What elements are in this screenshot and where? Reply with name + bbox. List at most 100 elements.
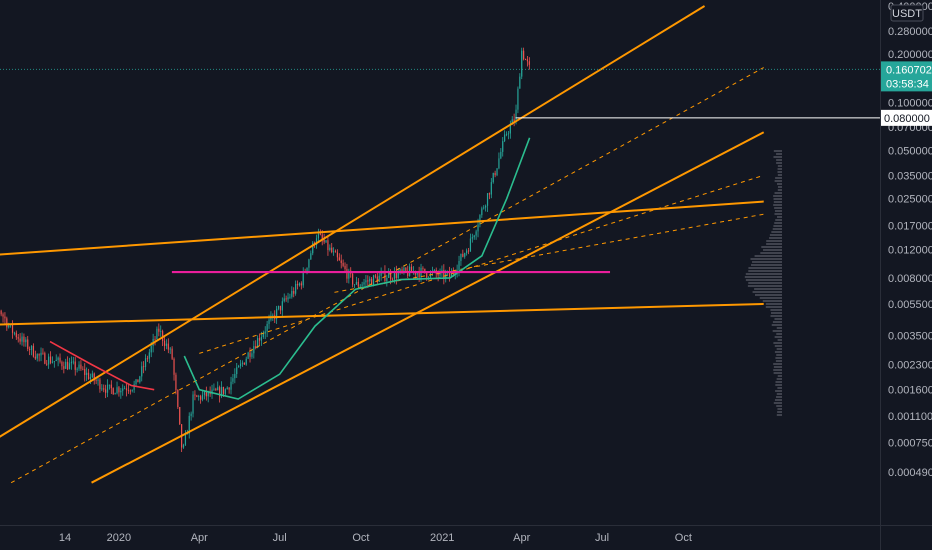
- volume-profile-bar: [745, 279, 782, 281]
- volume-profile-bar: [776, 393, 782, 395]
- candle: [13, 331, 16, 336]
- trendline[interactable]: [91, 131, 765, 484]
- candle: [374, 274, 377, 279]
- candle: [505, 131, 508, 137]
- volume-profile-bar: [771, 231, 782, 233]
- candle: [327, 235, 329, 256]
- volume-profile-bar: [772, 330, 782, 332]
- volume-profile-bar: [775, 177, 782, 179]
- candle: [173, 357, 175, 381]
- plot-area[interactable]: [0, 5, 880, 484]
- price-tick-label: 0.001100: [888, 411, 932, 423]
- candle: [182, 443, 185, 449]
- candle: [167, 338, 169, 354]
- moving-average-line: [183, 137, 531, 400]
- candle: [4, 312, 6, 325]
- time-tick-label: Oct: [352, 532, 369, 544]
- price-tick-label: 0.035000: [888, 170, 932, 182]
- candle: [266, 320, 268, 338]
- candle: [46, 360, 48, 366]
- volume-profile-bar: [744, 276, 782, 278]
- candle: [264, 326, 266, 340]
- candle: [249, 347, 251, 363]
- candle: [143, 361, 145, 374]
- volume-profile-bar: [774, 351, 782, 353]
- level-price-value: 0.080000: [884, 113, 930, 125]
- price-axis[interactable]: 0.4000000.2800000.2000000.1000000.070000…: [888, 1, 932, 479]
- candle: [285, 295, 287, 302]
- candle: [192, 391, 194, 418]
- volume-profile-bar: [752, 291, 782, 293]
- candle: [519, 73, 521, 89]
- trendline[interactable]: [0, 200, 764, 264]
- candle: [298, 282, 301, 287]
- volume-profile-bar: [771, 324, 782, 326]
- candle: [127, 384, 130, 394]
- candle: [156, 326, 158, 340]
- candle: [215, 387, 217, 391]
- candle: [325, 239, 327, 243]
- volume-profile-bar: [775, 384, 782, 386]
- candle: [105, 384, 107, 399]
- candle: [255, 340, 257, 350]
- volume-profile-bar: [776, 183, 782, 185]
- candle: [317, 228, 320, 242]
- trendline[interactable]: [0, 302, 764, 328]
- candle: [200, 394, 202, 404]
- volume-profile-bar: [754, 288, 782, 290]
- candle: [528, 57, 530, 70]
- candle: [106, 379, 109, 398]
- candle: [239, 359, 242, 369]
- time-tick-label: Apr: [191, 532, 208, 544]
- arc-curve: [49, 340, 155, 391]
- time-tick-label: Jul: [273, 532, 287, 544]
- candle: [492, 172, 494, 184]
- trendline[interactable]: [0, 5, 706, 479]
- volume-profile-bar: [777, 174, 782, 176]
- currency-badge[interactable]: USDT: [890, 4, 924, 22]
- volume-profile-bar: [759, 297, 782, 299]
- volume-profile-bar: [774, 399, 782, 401]
- candle-series: [0, 47, 530, 453]
- candle: [34, 350, 36, 360]
- channel-midline[interactable]: [199, 174, 764, 354]
- candle: [283, 293, 285, 303]
- candle: [485, 204, 487, 212]
- volume-profile-bar: [774, 336, 782, 338]
- price-tick-label: 0.005500: [888, 299, 932, 311]
- candle: [120, 387, 122, 399]
- time-tick-label: Apr: [513, 532, 530, 544]
- volume-profile-bar: [773, 363, 782, 365]
- candle: [44, 351, 46, 365]
- candle: [376, 272, 378, 284]
- volume-profile-bar: [777, 216, 782, 218]
- candle: [76, 367, 78, 373]
- time-axis[interactable]: Aug142020AprJulOct2021AprJulOct: [0, 532, 692, 544]
- volume-profile-bar: [776, 405, 782, 407]
- drawing-tools: [0, 5, 880, 484]
- candle: [48, 353, 50, 369]
- candle: [523, 47, 525, 61]
- volume-profile-bar: [776, 354, 782, 356]
- candle: [198, 394, 200, 401]
- candle: [175, 372, 177, 395]
- candle: [247, 351, 249, 360]
- volume-profile-bar: [776, 162, 782, 164]
- candle: [17, 333, 19, 343]
- candle: [363, 278, 365, 288]
- candle: [112, 387, 114, 395]
- candle: [27, 335, 29, 352]
- candle: [59, 353, 61, 364]
- candle: [131, 389, 133, 393]
- candle: [32, 343, 35, 358]
- candle: [308, 258, 310, 272]
- candle: [114, 392, 116, 395]
- volume-profile-bar: [776, 414, 782, 416]
- volume-profile-bar: [761, 246, 782, 248]
- candle: [352, 272, 354, 288]
- volume-profile-bar: [748, 270, 782, 272]
- volume-profile-bar: [774, 318, 782, 320]
- candle: [496, 168, 498, 177]
- candle: [232, 373, 234, 385]
